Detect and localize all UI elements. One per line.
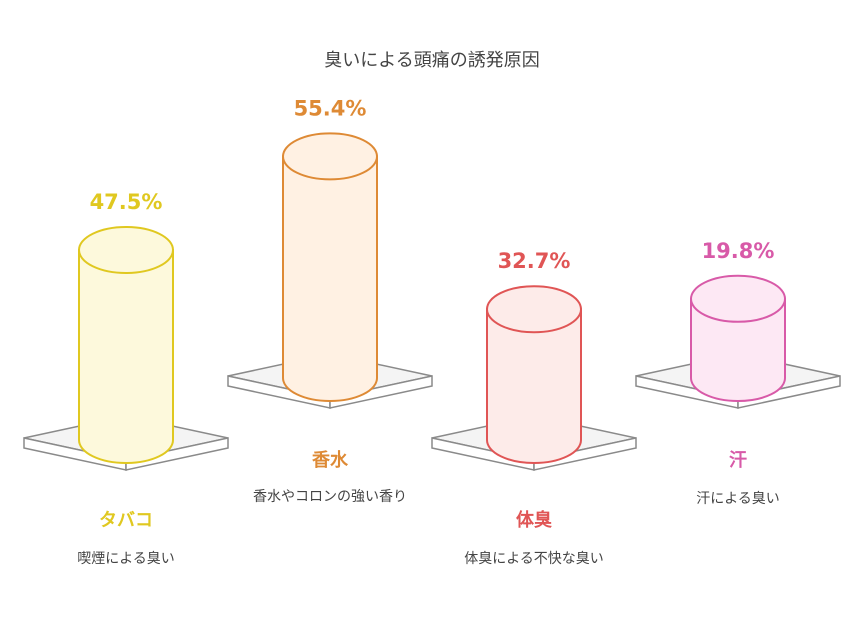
- platform-right-tobacco: [125, 437, 229, 471]
- category-label-body-odor: 体臭: [516, 510, 552, 531]
- category-label-tobacco: タバコ: [99, 510, 153, 531]
- description-body-odor: 体臭による不快な臭い: [464, 551, 604, 567]
- description-sweat: 汗による臭い: [696, 491, 780, 507]
- value-label-tobacco: 47.5%: [90, 190, 163, 214]
- platform-right-sweat: [737, 375, 841, 409]
- category-label-perfume: 香水: [312, 450, 348, 471]
- value-label-sweat: 19.8%: [702, 239, 775, 263]
- bar-perfume: [282, 155, 378, 402]
- value-label-perfume: 55.4%: [294, 96, 367, 120]
- bar-top-perfume: [282, 132, 378, 181]
- bar-sweat: [690, 297, 786, 402]
- bar-body-odor: [486, 308, 582, 464]
- description-perfume: 香水やコロンの強い香り: [253, 489, 407, 505]
- category-label-sweat: 汗: [729, 450, 747, 471]
- platform-right-body-odor: [533, 437, 637, 471]
- chart-title: 臭いによる頭痛の誘発原因: [324, 50, 540, 71]
- bar-top-body-odor: [486, 285, 582, 334]
- description-tobacco: 喫煙による臭い: [77, 551, 175, 567]
- platform-right-perfume: [329, 375, 433, 409]
- bar-tobacco: [78, 249, 174, 464]
- value-label-body-odor: 32.7%: [498, 249, 571, 273]
- bar-top-sweat: [690, 274, 786, 323]
- bar-top-tobacco: [78, 226, 174, 274]
